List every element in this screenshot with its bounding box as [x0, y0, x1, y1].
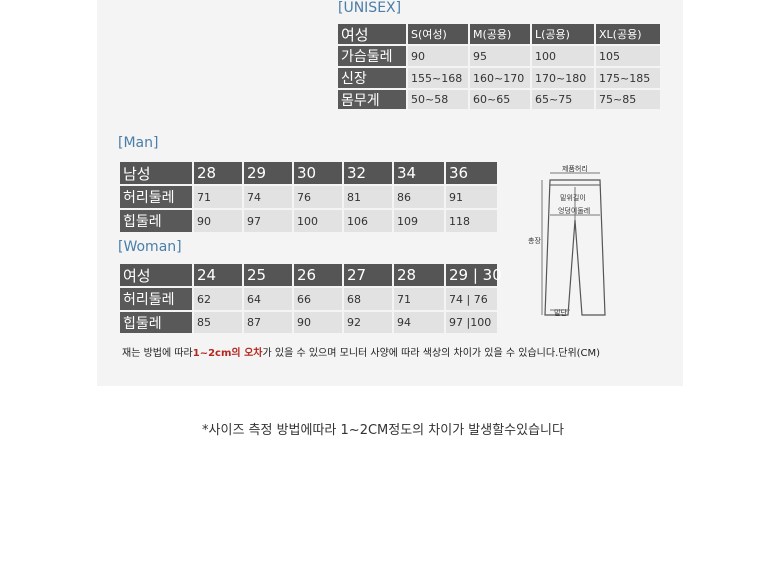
table-cell: M(공용) — [470, 24, 530, 44]
table-cell: 97 |100 — [446, 312, 497, 333]
table-cell: 170~180 — [532, 68, 594, 88]
table-cell: 75~85 — [596, 90, 660, 109]
table-cell: 힙둘레 — [120, 210, 192, 232]
table-cell: 24 — [194, 264, 242, 286]
table-cell: 106 — [344, 210, 392, 232]
table-cell: 160~170 — [470, 68, 530, 88]
unisex-table: 여성 S(여성) M(공용) L(공용) XL(공용) 가슴둘레 90 95 100 105 신장 1… — [338, 24, 660, 109]
hem-label: 밑단 — [554, 308, 567, 317]
table-cell: 90 — [408, 46, 468, 66]
table-cell: 36 — [446, 162, 497, 184]
table-cell: 30 — [294, 162, 342, 184]
table-cell: 27 — [344, 264, 392, 286]
table-cell: 26 — [294, 264, 342, 286]
table-cell: 155~168 — [408, 68, 468, 88]
table-cell: 여성 — [338, 24, 406, 44]
table-cell: 74 — [244, 186, 292, 208]
table-cell: 85 — [194, 312, 242, 333]
table-cell: 105 — [596, 46, 660, 66]
length-label: 총장 — [528, 236, 541, 245]
table-cell: 66 — [294, 288, 342, 310]
table-cell: 95 — [470, 46, 530, 66]
table-cell: 90 — [294, 312, 342, 333]
table-cell: 92 — [344, 312, 392, 333]
table-cell: 100 — [532, 46, 594, 66]
table-cell: 가슴둘레 — [338, 46, 406, 66]
hip-label: 엉덩이둘레 — [558, 206, 590, 215]
rise-label: 밑위길이 — [560, 193, 586, 202]
table-cell: 29 | 30 — [446, 264, 502, 286]
table-cell: 94 — [394, 312, 444, 333]
table-cell: 68 — [344, 288, 392, 310]
table-cell: 100 — [294, 210, 342, 232]
table-cell: 32 — [344, 162, 392, 184]
table-cell: 28 — [194, 162, 242, 184]
table-cell: XL(공용) — [596, 24, 660, 44]
note-text: 가 있을 수 있으며 모니터 사양에 따라 색상의 차이가 있을 수 있습니다.… — [262, 348, 601, 359]
table-cell: L(공용) — [532, 24, 594, 44]
waist-label: 제품허리 — [562, 165, 588, 173]
pants-outline — [544, 179, 606, 316]
table-cell: 109 — [394, 210, 444, 232]
table-cell: 90 — [194, 210, 242, 232]
table-cell: 여성 — [120, 264, 192, 286]
table-cell: 힙둘레 — [120, 312, 192, 333]
woman-label: [Woman] — [118, 239, 182, 255]
pants-diagram: 제품허리 밑위길이 엉덩이둘레 총장 밑단 — [528, 165, 606, 317]
table-cell: 62 — [194, 288, 242, 310]
table-cell: 97 — [244, 210, 292, 232]
table-cell: 91 — [446, 186, 497, 208]
table-cell: 29 — [244, 162, 292, 184]
table-cell: 71 — [394, 288, 444, 310]
table-cell: 허리둘레 — [120, 186, 192, 208]
table-cell: 60~65 — [470, 90, 530, 109]
table-cell: 64 — [244, 288, 292, 310]
table-cell: 허리둘레 — [120, 288, 192, 310]
table-cell: 65~75 — [532, 90, 594, 109]
footer: *사이즈 측정 방법에따라 1~2CM정도의 차이가 발생할수있습니다 — [202, 423, 564, 438]
note: 재는 방법에 따라1~2cm의 오차가 있을 수 있으며 모니터 사양에 따라 … — [122, 344, 600, 359]
table-cell: 74 | 76 — [446, 288, 497, 310]
table-cell: 118 — [446, 210, 497, 232]
table-cell: 34 — [394, 162, 444, 184]
table-cell: 28 — [394, 264, 444, 286]
woman-table: 여성 24 25 26 27 28 29 | 30 허리둘레 62 64 66 68 71 74 | 76… — [120, 264, 502, 333]
table-cell: 175~185 — [596, 68, 660, 88]
table-cell: 25 — [244, 264, 292, 286]
unisex-label: [UNISEX] — [338, 0, 402, 16]
table-cell: 몸무게 — [338, 90, 406, 109]
man-table: 남성 28 29 30 32 34 36 허리둘레 71 74 76 81 86 91 힙둘레 90 97 100… — [120, 162, 497, 232]
note-highlight: 1~2cm의 오차 — [192, 348, 263, 359]
table-cell: 50~58 — [408, 90, 468, 109]
table-cell: 86 — [394, 186, 444, 208]
table-cell: 81 — [344, 186, 392, 208]
note-text: 재는 방법에 따라 — [122, 348, 193, 359]
table-cell: 신장 — [338, 68, 406, 88]
table-cell: S(여성) — [408, 24, 468, 44]
table-cell: 76 — [294, 186, 342, 208]
man-label: [Man] — [118, 135, 159, 151]
table-cell: 87 — [244, 312, 292, 333]
table-cell: 남성 — [120, 162, 192, 184]
table-cell: 71 — [194, 186, 242, 208]
